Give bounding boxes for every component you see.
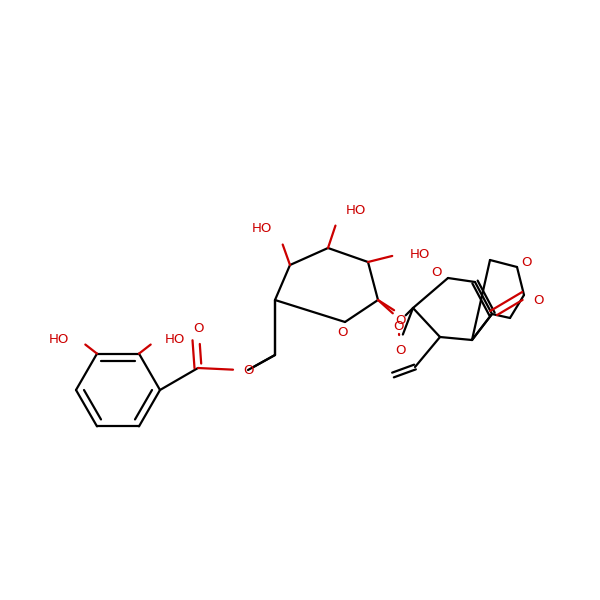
Text: O: O <box>394 319 404 332</box>
Text: HO: HO <box>251 223 272 235</box>
Text: O: O <box>396 314 406 328</box>
Text: HO: HO <box>49 333 69 346</box>
Text: O: O <box>338 325 348 338</box>
Text: HO: HO <box>165 333 185 346</box>
Text: O: O <box>522 256 532 269</box>
Text: O: O <box>243 364 253 377</box>
Text: O: O <box>533 293 543 307</box>
Text: O: O <box>193 322 203 335</box>
Text: O: O <box>431 266 441 280</box>
Text: HO: HO <box>346 203 367 217</box>
Text: HO: HO <box>410 247 430 260</box>
Text: O: O <box>396 344 406 358</box>
